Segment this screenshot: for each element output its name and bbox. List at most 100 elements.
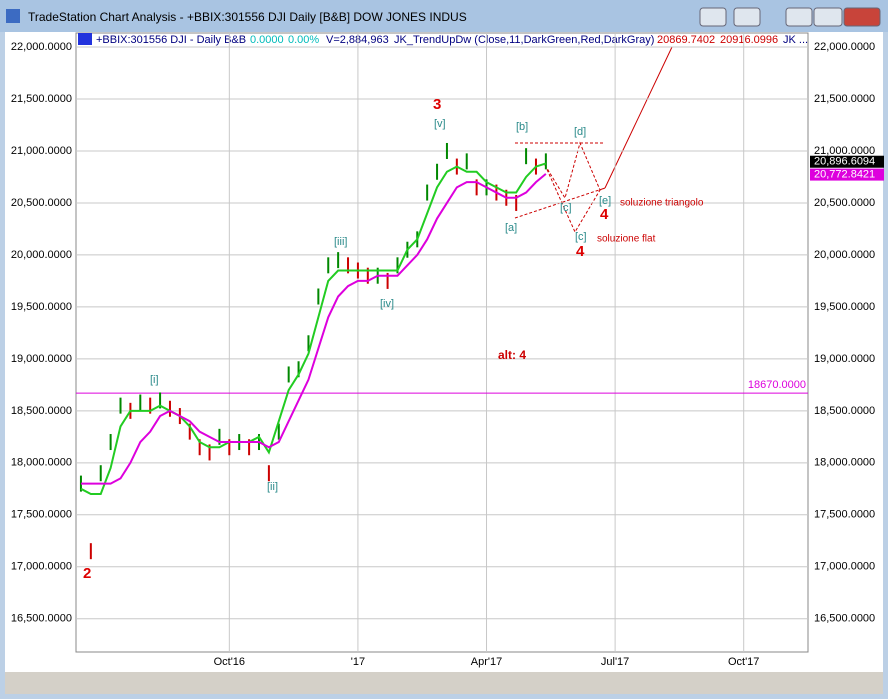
wave-label: 3 (433, 96, 441, 113)
y-tick-label: 16,500.0000 (11, 613, 72, 625)
price-bar (426, 184, 429, 201)
close-button[interactable] (843, 7, 881, 27)
annotations: 3 [v] [b] [d] [iii] [iv] [i] [ii] [a] [c… (83, 96, 704, 582)
level-label: 18670.0000 (748, 379, 806, 391)
wave-label: [d] (574, 126, 586, 138)
price-bar (317, 288, 320, 305)
maximize-button[interactable] (813, 7, 843, 27)
target-line (604, 46, 673, 189)
price-bar (386, 272, 389, 289)
y-tick-label-right: 22,000.0000 (814, 41, 875, 53)
price-bar (188, 423, 191, 440)
s-button[interactable] (699, 7, 727, 27)
y-tick-label: 21,500.0000 (11, 93, 72, 105)
x-tick-label: Oct'16 (214, 656, 245, 668)
price-bar (228, 439, 231, 456)
header-symbol: +BBIX:301556 DJI - Daily B&B (96, 34, 246, 46)
last-value-label: 20,896.6094 (814, 156, 875, 168)
wave-label: [c] (575, 231, 587, 243)
y-tick-label-right: 19,500.0000 (814, 301, 875, 313)
header-change: 0.0000 (250, 34, 284, 46)
price-bar (347, 257, 350, 274)
window-title: TradeStation Chart Analysis - +BBIX:3015… (28, 10, 467, 24)
y-tick-label-right: 17,500.0000 (814, 509, 875, 521)
price-bar (297, 361, 300, 378)
wave-label: [i] (150, 374, 159, 386)
last-value-box (810, 155, 884, 168)
y-tick-label-right: 16,500.0000 (814, 613, 875, 625)
y-tick-label-right: 21,500.0000 (814, 93, 875, 105)
wave-label: [v] (434, 118, 446, 130)
y-tick-label: 22,000.0000 (11, 41, 72, 53)
y-tick-label-right: 20,500.0000 (814, 197, 875, 209)
price-bar (99, 465, 102, 482)
price-bar (287, 366, 290, 383)
price-bar (396, 257, 399, 274)
price-bar (89, 543, 92, 560)
price-bar (544, 153, 547, 170)
y-tick-label: 20,000.0000 (11, 249, 72, 261)
series-line (80, 162, 547, 496)
price-bar (277, 423, 280, 440)
price-bar (327, 257, 330, 274)
last-value-label: 20,772.8421 (814, 168, 875, 180)
price-bar (525, 148, 528, 165)
price-bar (119, 397, 122, 414)
price-bar (208, 444, 211, 461)
price-bar (168, 400, 171, 417)
x-tick-label: Apr'17 (471, 656, 502, 668)
price-bar (248, 439, 251, 456)
wave-label: [iv] (380, 298, 394, 310)
symbol-icon (78, 33, 92, 45)
header-change-pct: 0.00% (288, 34, 319, 46)
wave-label: 4 (600, 206, 609, 223)
price-bar (149, 397, 152, 414)
wave-label: 4 (576, 243, 585, 260)
price-bar (307, 335, 310, 352)
header-value1: 20869.7402 (657, 34, 715, 46)
plot (75, 32, 809, 653)
y-tick-label: 17,500.0000 (11, 509, 72, 521)
y-tick-label: 17,000.0000 (11, 561, 72, 573)
x-tick-label: Jul'17 (601, 656, 629, 668)
price-bar (515, 194, 518, 211)
i-button[interactable] (733, 7, 761, 27)
wave-label: [a] (505, 222, 517, 234)
flat-path (544, 164, 601, 234)
y-tick-label: 20,500.0000 (11, 197, 72, 209)
wave-label: [e] (599, 195, 611, 207)
last-value-box (810, 168, 884, 181)
price-bar (159, 392, 162, 409)
y-tick-label-right: 18,500.0000 (814, 405, 875, 417)
status-bar (5, 672, 883, 694)
price-bar (109, 434, 112, 451)
y-tick-label: 18,000.0000 (11, 457, 72, 469)
price-bar (366, 267, 369, 284)
x-tick-label: '17 (351, 656, 365, 668)
price-bar (218, 428, 221, 445)
series-line (80, 173, 547, 485)
y-tick-label-right: 21,000.0000 (814, 145, 875, 157)
price-bar (337, 252, 340, 269)
app-icon (6, 9, 20, 23)
y-tick-label: 19,000.0000 (11, 353, 72, 365)
y-tick-label: 21,000.0000 (11, 145, 72, 157)
y-tick-label: 18,500.0000 (11, 405, 72, 417)
y-tick-label-right: 18,000.0000 (814, 457, 875, 469)
wave-label: [iii] (334, 236, 347, 248)
wave-label: [c] (560, 202, 572, 214)
scenario-label: soluzione triangolo (620, 198, 704, 209)
header-more: JK ... (783, 34, 808, 46)
wave-label: 2 (83, 565, 91, 582)
triangle-path (544, 141, 606, 200)
price-bar (445, 142, 448, 159)
y-tick-label-right: 17,000.0000 (814, 561, 875, 573)
y-tick-label-right: 19,000.0000 (814, 353, 875, 365)
wave-label: [b] (516, 121, 528, 133)
price-bar (475, 179, 478, 196)
header-value2: 20916.0996 (720, 34, 778, 46)
y-tick-label-right: 20,000.0000 (814, 249, 875, 261)
alt-label: alt: 4 (498, 348, 526, 362)
minimize-button[interactable] (785, 7, 813, 27)
